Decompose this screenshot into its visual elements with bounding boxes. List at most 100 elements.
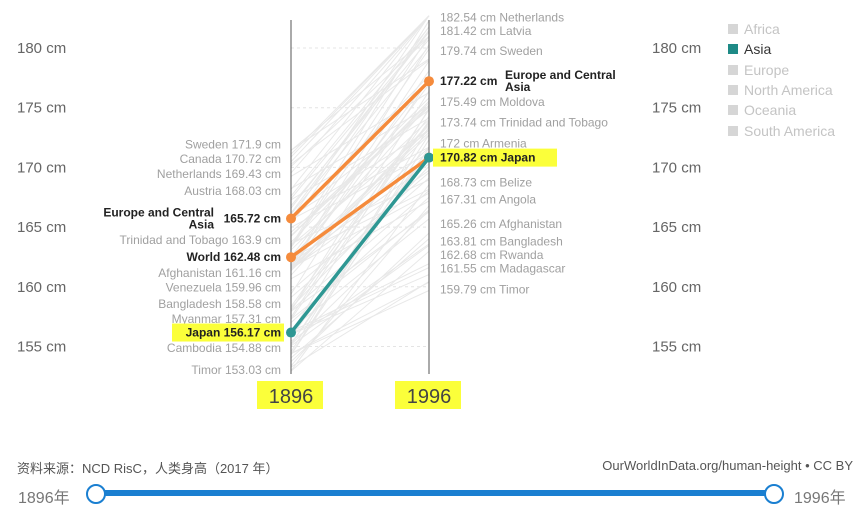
background-line (290, 44, 430, 267)
background-line (290, 238, 430, 359)
background-line (290, 172, 430, 292)
label-1896: Timor 153.03 cm (191, 363, 281, 377)
legend-swatch (728, 44, 738, 55)
year-highlight (395, 381, 461, 409)
label-name: Europe and Central (103, 206, 214, 220)
label-1896: World 162.48 cm (187, 250, 282, 264)
timeline-track[interactable] (96, 490, 774, 496)
y-tick-label: 160 cm (17, 279, 66, 296)
background-line (290, 250, 430, 372)
label-1896: Afghanistan 161.16 cm (158, 266, 281, 280)
legend-swatch (728, 125, 738, 136)
label-name: Asia (189, 218, 215, 232)
y-tick-label: 160 cm (652, 279, 701, 296)
legend-item-asia[interactable]: Asia (728, 39, 835, 59)
background-line (290, 35, 430, 248)
legend-swatch (728, 105, 738, 116)
background-line (290, 147, 430, 356)
series-line-europe-and-central-asia (289, 79, 431, 221)
timeline-start-handle[interactable] (86, 484, 106, 504)
y-axis-left: 180 cm 175 cm 170 cm 165 cm 160 cm 155 cm (17, 40, 66, 356)
background-line (290, 218, 430, 330)
legend-item-oceania[interactable]: Oceania (728, 100, 835, 120)
label-1996: 172 cm Armenia (440, 137, 527, 151)
label-1896: Venezuela 159.96 cm (166, 280, 281, 294)
series-point-europe-and-central-asia-1896 (286, 213, 296, 224)
legend-label: Africa (744, 21, 780, 38)
label-1896: Sweden 171.9 cm (185, 138, 281, 152)
background-line (290, 108, 430, 334)
series-point-world-1896 (286, 252, 296, 263)
y-tick-label: 170 cm (652, 159, 701, 176)
y-tick-label: 180 cm (17, 40, 66, 57)
background-line (290, 152, 430, 228)
y-tick-label: 155 cm (652, 339, 701, 356)
label-1996: 179.74 cm Sweden (440, 44, 543, 58)
background-line (290, 274, 430, 335)
label-1896: Cambodia 154.88 cm (167, 341, 281, 355)
label-1996: 165.26 cm Afghanistan (440, 217, 562, 231)
label-1996: 168.73 cm Belize (440, 176, 532, 190)
background-line (290, 15, 430, 158)
label-1996: 170.82 cm Japan (440, 151, 535, 165)
legend-label: Europe (744, 61, 790, 78)
legend-item-north-america[interactable]: North America (728, 80, 835, 100)
label-name: Europe and Central (505, 68, 616, 82)
legend-label: Oceania (744, 102, 797, 119)
label-1996: 175.49 cm Moldova (440, 95, 545, 109)
highlighted-series (286, 76, 434, 338)
slope-chart: 180 cm 175 cm 170 cm 165 cm 160 cm 155 cm 180… (17, 11, 701, 409)
legend-item-africa[interactable]: Africa (728, 19, 835, 39)
legend-swatch (728, 64, 738, 75)
background-line (290, 117, 430, 201)
timeline-start-label: 1896年 (18, 490, 70, 507)
timeline-end-label: 1996年 (794, 490, 846, 507)
y-tick-label: 175 cm (17, 100, 66, 117)
background-line (290, 134, 430, 346)
background-line (290, 209, 430, 320)
legend-label: North America (744, 82, 833, 99)
background-line (290, 205, 430, 367)
legend-item-europe[interactable]: Europe (728, 60, 835, 80)
background-line (290, 90, 430, 311)
label-1896: Netherlands 169.43 cm (157, 167, 281, 181)
label-1996: 162.68 cm Rwanda (440, 248, 544, 262)
timeline-end-handle[interactable] (764, 484, 784, 504)
label-highlight (433, 148, 557, 167)
background-line (290, 244, 430, 347)
x-axis-labels: 1896 1996 (257, 381, 461, 409)
label-1896: Japan 156.17 cm (186, 326, 281, 340)
x-tick-label: 1996 (407, 386, 452, 408)
label-1896: Bangladesh 158.58 cm (158, 297, 281, 311)
background-line (290, 60, 430, 267)
y-tick-label: 155 cm (17, 339, 66, 356)
series-line-world (289, 155, 431, 259)
credit-link[interactable]: OurWorldInData.org/human-height • CC BY (602, 458, 853, 473)
label-value: 165.72 cm (224, 212, 281, 226)
legend-item-south-america[interactable]: South America (728, 120, 835, 140)
series-point-japan-1896 (286, 327, 296, 338)
label-1896: Trinidad and Tobago 163.9 cm (120, 233, 281, 247)
y-axis-right: 180 cm 175 cm 170 cm 165 cm 160 cm 155 cm (652, 40, 701, 356)
background-line (290, 130, 430, 246)
label-1996: 167.31 cm Angola (440, 193, 536, 207)
label-1996: 181.42 cm Latvia (440, 24, 532, 38)
label-1896: Canada 170.72 cm (180, 152, 281, 166)
background-line (290, 78, 430, 295)
legend: Africa Asia Europe North America Oceania… (728, 19, 835, 141)
grid-lines (291, 47, 429, 347)
year-highlight (257, 381, 323, 409)
y-tick-label: 165 cm (652, 219, 701, 236)
legend-swatch (728, 24, 738, 35)
background-line (290, 290, 430, 355)
label-highlight (172, 323, 284, 342)
legend-label: Asia (744, 41, 772, 58)
background-line (290, 15, 430, 163)
source-note: 资料来源：NCD RisC，人类身高（2017 年） (17, 461, 279, 476)
label-1996: 173.74 cm Trinidad and Tobago (440, 116, 608, 130)
background-line (290, 20, 430, 247)
background-line (290, 35, 430, 151)
background-line (290, 281, 430, 368)
background-line (290, 192, 430, 269)
legend-swatch (728, 85, 738, 96)
